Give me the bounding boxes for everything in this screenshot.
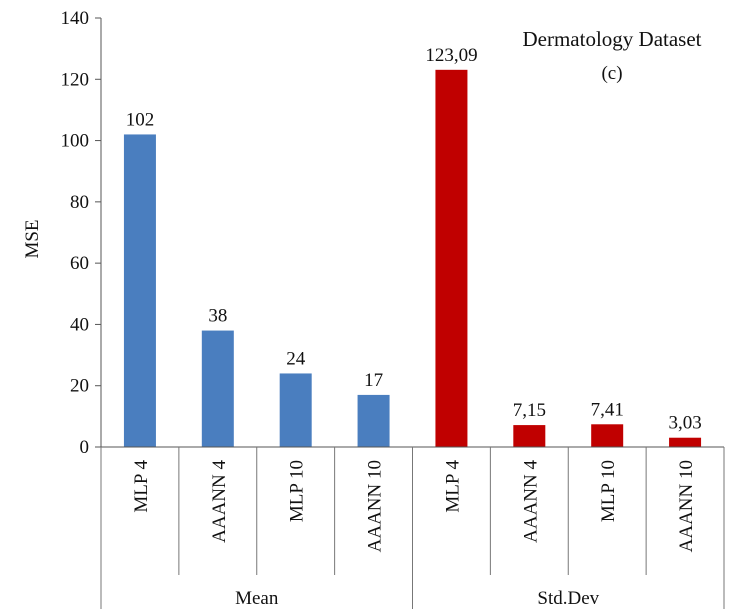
x-category-label: MLP 10: [598, 460, 619, 522]
x-axis: MLP 4 AAANN 4 MLP 10 AAANN 10 Mean MLP 4 AAANN…: [100, 446, 725, 609]
bar: [513, 425, 546, 447]
chart-title: Dermatology Dataset: [522, 27, 701, 51]
bar-data-label: 38: [208, 306, 227, 327]
x-category-label: MLP 10: [287, 460, 308, 522]
bar: [669, 437, 702, 447]
y-tick-label: 140: [61, 8, 90, 29]
x-category-label: AAANN 4: [520, 460, 541, 543]
x-category-label: MLP 4: [131, 460, 152, 513]
y-axis-title: MSE: [22, 219, 43, 258]
y-tick-label: 120: [61, 69, 90, 90]
chart-subtitle: (c): [601, 63, 622, 84]
bar: [591, 424, 624, 447]
bar: [123, 134, 156, 447]
x-group-label: Std.Dev: [537, 588, 599, 609]
bar: [279, 373, 312, 447]
y-tick-label: 100: [61, 131, 90, 152]
x-category-label: AAANN 4: [209, 460, 230, 543]
y-tick-label: 20: [70, 376, 89, 397]
bar: [201, 330, 234, 447]
bar-data-label: 3,03: [668, 413, 701, 434]
bar-data-label: 17: [364, 370, 383, 391]
bar-data-label: 24: [286, 348, 306, 369]
x-group-label: Mean: [235, 588, 279, 609]
x-category-label: MLP 4: [442, 460, 463, 513]
bars: 102 38 24 17 123,09 7,15 7,41 3,03: [123, 45, 702, 447]
y-tick-label: 40: [70, 314, 89, 335]
x-category-label: AAANN 10: [676, 460, 697, 552]
bar-data-label: 123,09: [425, 45, 477, 66]
bar-data-label: 102: [126, 109, 155, 130]
y-tick-label: 0: [80, 437, 90, 458]
bar-data-label: 7,15: [513, 400, 546, 421]
y-tick-label: 60: [70, 253, 89, 274]
bar: [357, 394, 390, 447]
bar-data-label: 7,41: [591, 399, 624, 420]
y-axis: 0 20 40 60 80 100 120 140: [61, 8, 102, 458]
bar: [435, 69, 468, 447]
x-category-label: AAANN 10: [365, 460, 386, 552]
y-tick-label: 80: [70, 192, 89, 213]
